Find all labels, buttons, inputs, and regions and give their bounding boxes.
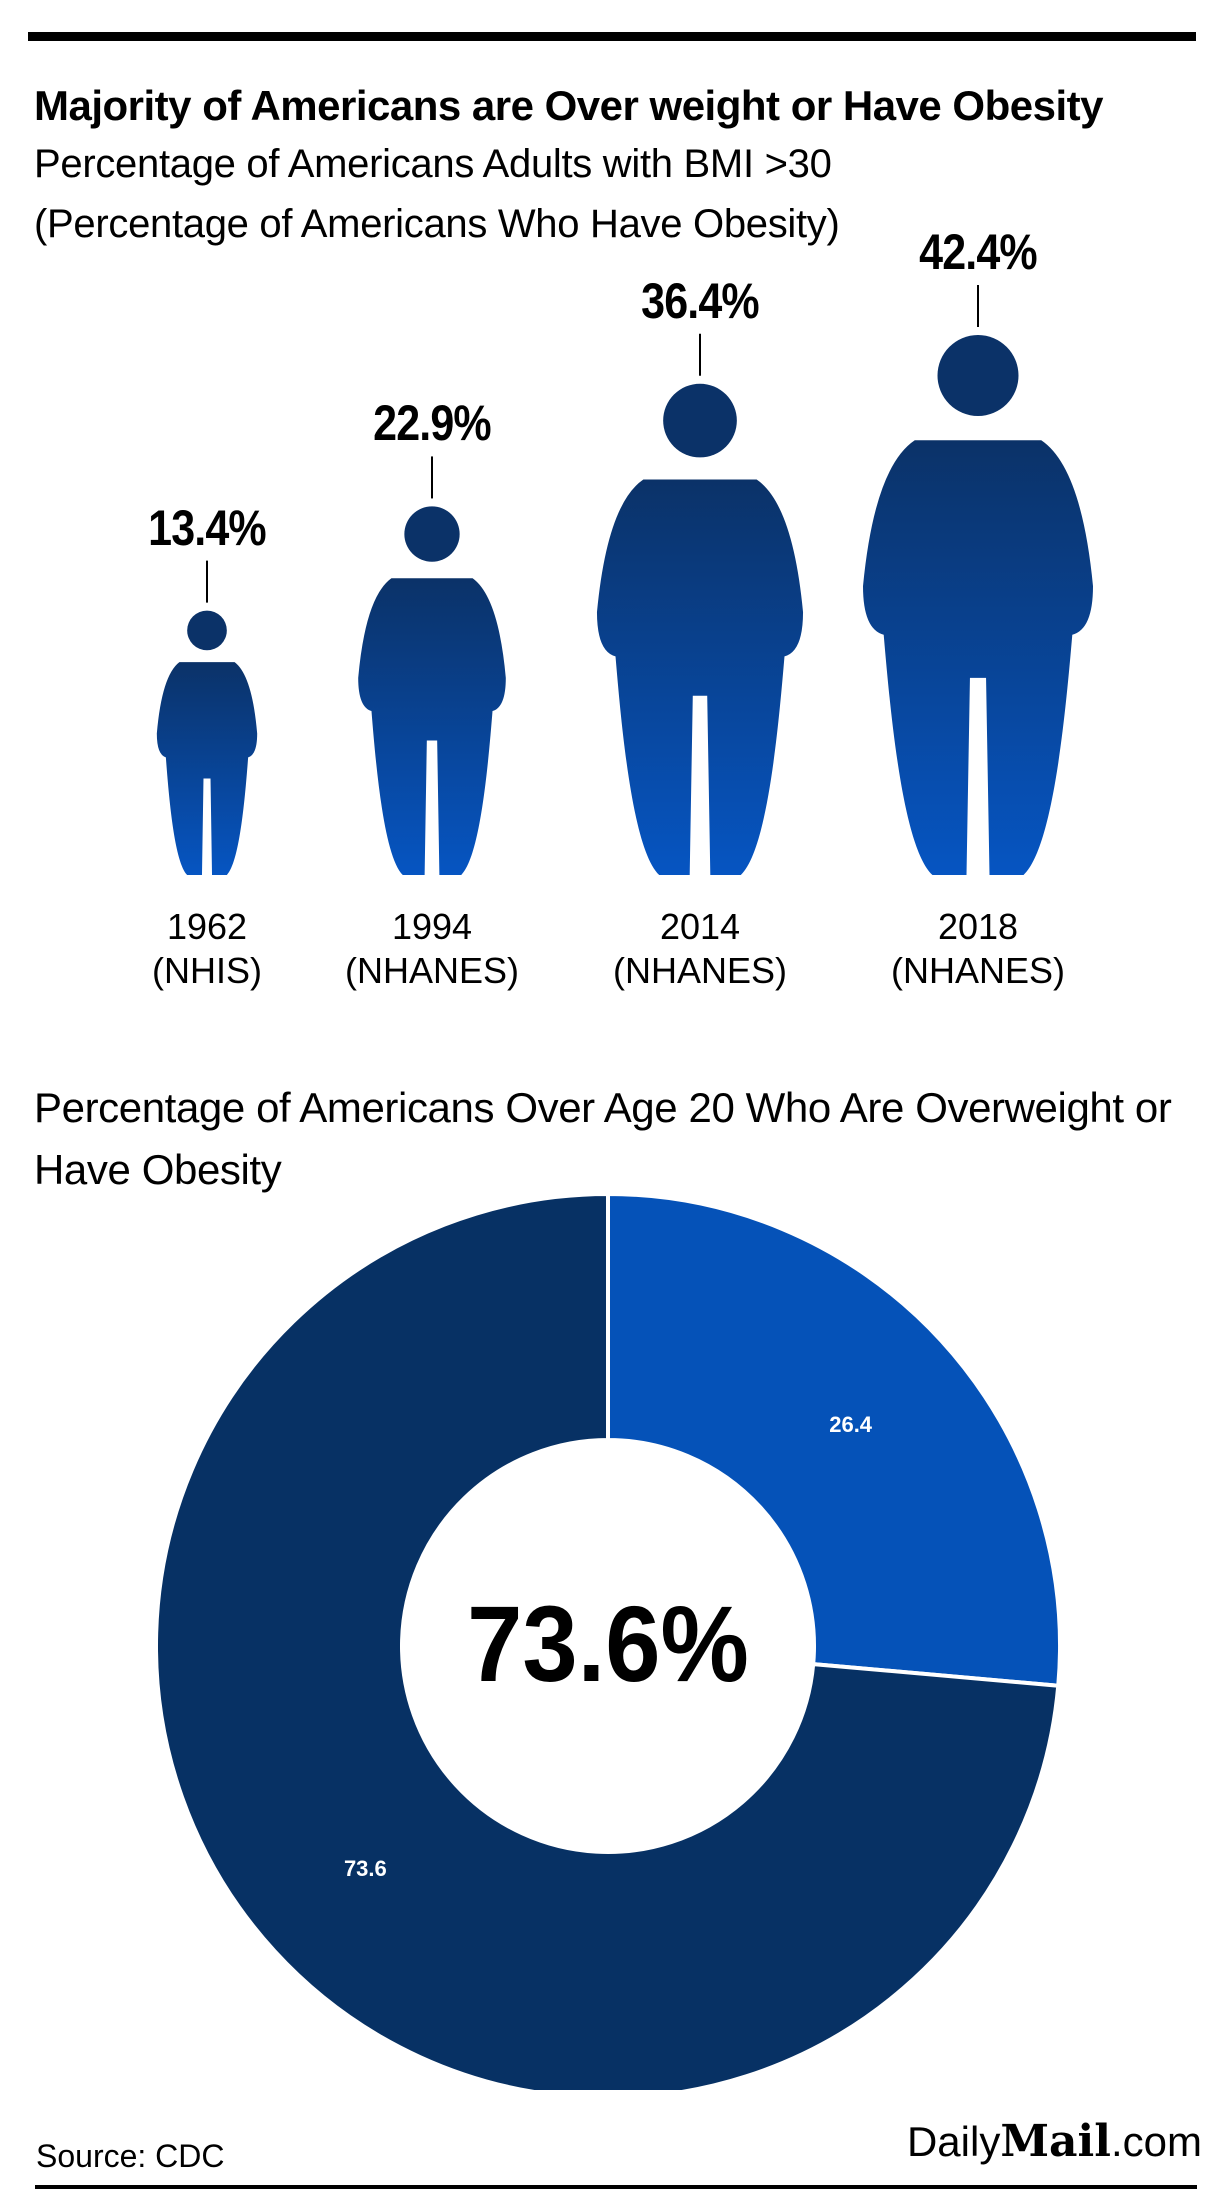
pictograph-chart: 13.4% 1962 (NHIS) 22.9% 1994 (NHANES) 36.4% 201… [0,224,1232,1005]
figure-0 [156,560,258,875]
figure-head [663,383,737,458]
figure-2 [596,333,804,875]
category-label-line: (NHANES) [612,950,788,991]
slice-label: 26.4 [829,1412,873,1437]
figure-1 [358,456,506,875]
donut-slice-1 [154,1192,1061,2100]
category-label-line: (NHANES) [344,950,520,991]
donut-chart: 26.4 73.6 73.6% [0,1190,1232,2100]
category-label: 1994 (NHANES) [345,905,519,993]
figure-head [937,335,1019,416]
publisher-logo: DailyMail.com [907,2116,1202,2167]
chart-subtitle-note: (Percentage of Americans Who Have Obesit… [34,202,840,246]
figure-body [156,662,258,875]
logo-prefix: Daily [906,2118,1001,2165]
donut-svg: 26.4 73.6 73.6% [154,1192,1062,2100]
chart-subtitle: Percentage of Americans Adults with BMI … [34,142,832,186]
category-label-line: 2018 [937,906,1019,947]
slice-label: 73.6 [344,1856,387,1881]
source-note: Source: CDC [36,2138,225,2174]
value-label: 13.4% [148,499,266,556]
category-label-line: 1962 [166,906,248,947]
value-label: 42.4% [919,224,1037,280]
donut-center-label: 73.6% [467,1583,749,1704]
figure-body [863,440,1093,875]
category-label: 2014 (NHANES) [613,905,787,993]
page-title: Majority of Americans are Over weight or… [34,82,1104,129]
value-label: 22.9% [373,395,491,452]
top-rule [28,32,1196,41]
category-label-line: (NHANES) [890,950,1066,991]
figure-body [596,479,804,875]
value-label: 36.4% [641,272,759,329]
category-label-line: 2014 [659,906,741,947]
category-label: 2018 (NHANES) [891,905,1065,993]
bottom-rule [35,2185,1197,2189]
category-label-line: 1994 [391,906,473,947]
category-label-line: (NHIS) [152,950,262,991]
figure-body [358,578,506,875]
donut-slice-0 [606,1192,1062,1688]
category-label: 1962 (NHIS) [152,905,262,993]
logo-suffix: .com [1110,2118,1202,2165]
figure-head [404,506,460,562]
donut-chart-title: Percentage of Americans Over Age 20 Who … [34,1084,1172,1193]
logo-brand: Mail [1000,2116,1111,2167]
figure-head [187,610,227,651]
figure-3 [863,285,1093,875]
pictograph-svg [156,285,1093,875]
